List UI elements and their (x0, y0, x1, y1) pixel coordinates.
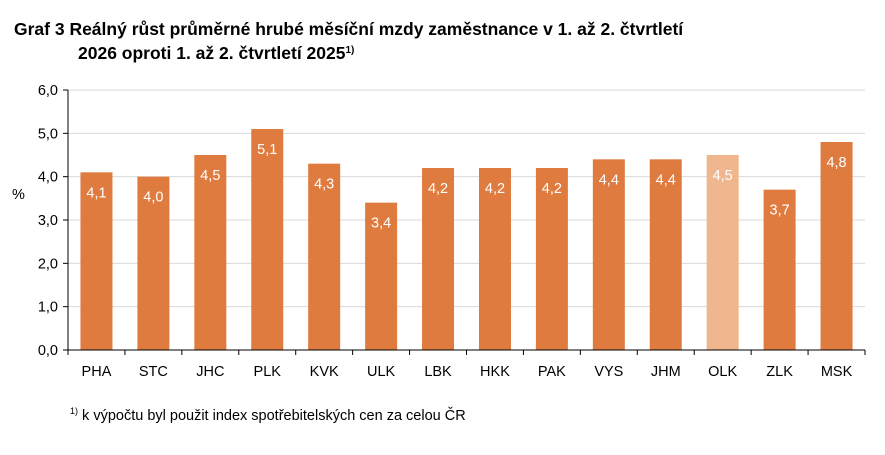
y-tick-label: 3,0 (38, 213, 58, 229)
x-tick-label: STC (139, 364, 168, 380)
data-label: 4,3 (314, 177, 334, 193)
bar-zlk (763, 189, 796, 350)
bar-chart: 0,0 1,0 2,0 3,0 4,0 5,0 6,0% 4,1 PHA 4,0 STC 4,5 JHC… (12, 83, 866, 380)
bar-pak (535, 168, 568, 350)
data-label: 4,4 (656, 172, 676, 188)
y-axis-label: % (12, 187, 25, 203)
x-tick-label: KVK (310, 364, 339, 380)
bar-jhm (649, 159, 682, 350)
y-tick-label: 0,0 (38, 343, 58, 359)
x-tick-label: ULK (367, 364, 396, 380)
y-tick-label: 4,0 (38, 170, 58, 186)
x-tick-label: VYS (594, 364, 623, 380)
y-tick-label: 2,0 (38, 256, 58, 272)
data-label: 4,2 (542, 181, 562, 197)
chart-title-line2: 2026 oproti 1. až 2. čtvrtletí 20251) (14, 41, 683, 69)
chart-title-line2-text: 2026 oproti 1. až 2. čtvrtletí 2025 (78, 43, 346, 63)
bar-jhc (194, 155, 227, 350)
bar-pha (80, 172, 113, 350)
footnote-text: k výpočtu byl použit index spotřebitelsk… (82, 408, 466, 424)
footnote: 1) k výpočtu byl použit index spotřebite… (70, 406, 466, 424)
data-label: 4,4 (599, 172, 619, 188)
x-tick-label: OLK (708, 364, 737, 380)
bar-hkk (478, 168, 511, 350)
data-label: 4,0 (143, 190, 163, 206)
data-label: 3,4 (371, 216, 391, 232)
x-tick-label: LBK (424, 364, 452, 380)
x-tick-label: PLK (254, 364, 282, 380)
data-label: 4,2 (485, 181, 505, 197)
bar-stc (137, 176, 170, 350)
bar-olk (706, 155, 739, 350)
y-tick-label: 1,0 (38, 300, 58, 316)
x-tick-label: ZLK (766, 364, 793, 380)
bar-kvk (308, 163, 341, 350)
title-note-marker: 1) (345, 45, 355, 56)
data-label: 4,2 (428, 181, 448, 197)
bar-ulk (365, 202, 398, 350)
data-label: 4,8 (826, 155, 846, 171)
chart-title-line1: Graf 3 Reálný růst průměrné hrubé měsíčn… (14, 19, 684, 39)
data-label: 3,7 (770, 203, 790, 219)
x-tick-label: JHC (196, 364, 224, 380)
chart-title: Graf 3 Reálný růst průměrné hrubé měsíčn… (14, 17, 683, 69)
data-label: 4,1 (86, 185, 106, 201)
data-label: 4,5 (200, 168, 220, 184)
x-tick-label: HKK (480, 364, 510, 380)
bar-plk (251, 129, 284, 350)
x-tick-label: PAK (538, 364, 566, 380)
bar-msk (820, 142, 853, 350)
footnote-marker: 1) (70, 406, 79, 416)
x-tick-label: JHM (651, 364, 681, 380)
bar-lbk (422, 168, 455, 350)
data-label: 5,1 (257, 142, 277, 158)
y-tick-label: 6,0 (38, 83, 58, 99)
y-tick-label: 5,0 (38, 126, 58, 142)
data-label: 4,5 (713, 168, 733, 184)
x-tick-label: MSK (821, 364, 853, 380)
x-tick-label: PHA (82, 364, 112, 380)
bar-vys (592, 159, 625, 350)
